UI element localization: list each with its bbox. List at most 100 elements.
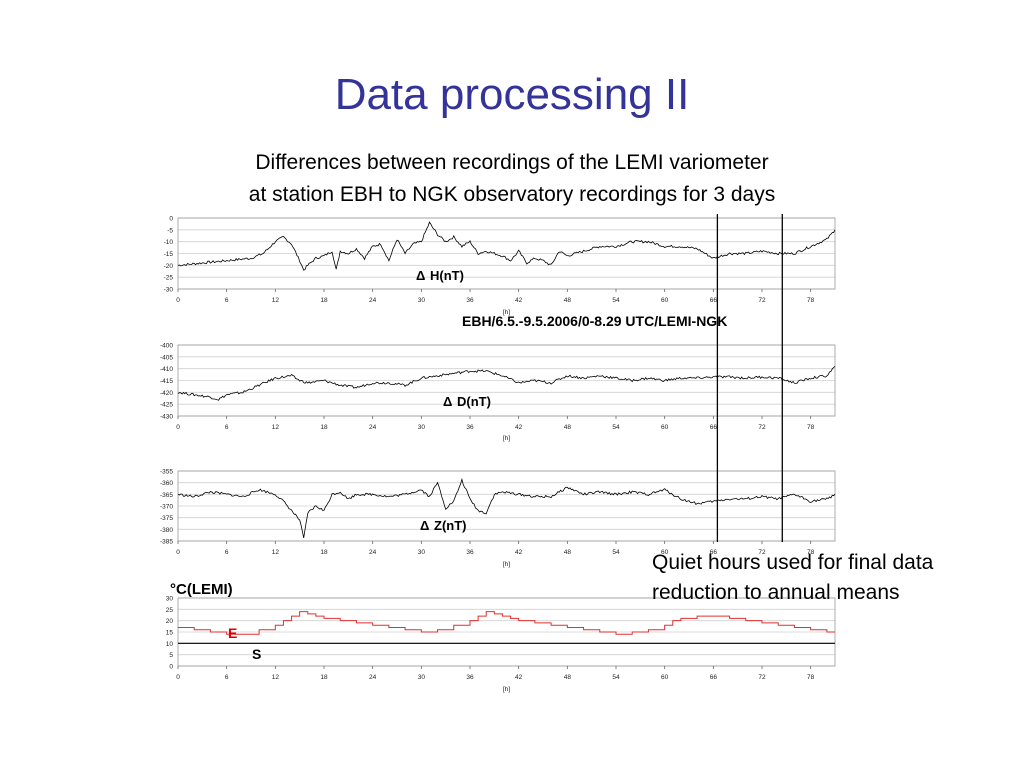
x-tick-label-3-6: 36 xyxy=(466,549,474,556)
x-tick-label-4-9: 54 xyxy=(612,674,620,681)
x-tick-label-3-10: 60 xyxy=(661,549,669,556)
y-tick-label-3-3: -370 xyxy=(160,504,173,511)
x-tick-label-1-6: 36 xyxy=(466,297,474,304)
y-tick-label-1-6: -30 xyxy=(164,287,174,294)
x-tick-label-2-7: 42 xyxy=(515,424,523,431)
x-tick-label-2-6: 36 xyxy=(466,424,474,431)
x-tick-label-4-1: 6 xyxy=(225,674,229,681)
station-info: EBH/6.5.-9.5.2006/0-8.29 UTC/LEMI-NGK xyxy=(462,313,727,329)
series-label-E: E xyxy=(228,625,237,641)
y-tick-label-4-3: 15 xyxy=(166,630,174,637)
y-tick-label-1-3: -15 xyxy=(164,251,174,258)
x-tick-label-4-5: 30 xyxy=(418,674,426,681)
x-axis-label-2: [h] xyxy=(503,435,510,442)
x-tick-label-2-9: 54 xyxy=(612,424,620,431)
x-tick-label-1-2: 12 xyxy=(272,297,280,304)
x-tick-label-2-11: 66 xyxy=(710,424,718,431)
x-tick-label-3-12: 72 xyxy=(758,549,766,556)
series-line-3 xyxy=(177,477,836,538)
x-tick-label-3-7: 42 xyxy=(515,549,523,556)
x-tick-label-2-4: 24 xyxy=(369,424,377,431)
x-tick-label-1-12: 72 xyxy=(758,297,766,304)
x-tick-label-1-9: 54 xyxy=(612,297,620,304)
x-tick-label-1-7: 42 xyxy=(515,297,523,304)
series-line-4 xyxy=(178,611,835,635)
series-line-1 xyxy=(177,221,836,271)
delta-symbol-3: Δ xyxy=(420,518,429,533)
series-line-2 xyxy=(177,365,836,401)
plot-frame-1 xyxy=(177,217,836,290)
x-tick-label-2-12: 72 xyxy=(758,424,766,431)
x-tick-label-3-0: 0 xyxy=(176,549,180,556)
x-axis-label-4: [h] xyxy=(503,686,510,693)
y-tick-label-2-3: -415 xyxy=(160,378,173,385)
x-tick-label-2-1: 6 xyxy=(225,424,229,431)
y-tick-label-2-4: -420 xyxy=(160,390,173,397)
series-label-S: S xyxy=(252,646,261,662)
x-tick-label-1-11: 66 xyxy=(710,297,718,304)
y-tick-label-3-5: -380 xyxy=(160,527,173,534)
y-tick-label-2-0: -400 xyxy=(160,343,173,350)
x-tick-label-4-13: 78 xyxy=(807,674,815,681)
slide-title: Data processing II xyxy=(334,70,690,119)
x-tick-label-1-8: 48 xyxy=(564,297,572,304)
y-tick-label-1-4: -20 xyxy=(164,263,174,270)
quiet-hours-line-2: reduction to annual means xyxy=(652,581,900,604)
x-tick-label-2-0: 0 xyxy=(176,424,180,431)
x-tick-label-3-2: 12 xyxy=(272,549,280,556)
y-tick-label-3-2: -365 xyxy=(160,492,173,499)
y-tick-label-4-5: 5 xyxy=(169,652,173,659)
x-tick-label-2-10: 60 xyxy=(661,424,669,431)
y-tick-label-1-0: 0 xyxy=(169,216,173,223)
delta-symbol-2: Δ xyxy=(443,394,452,409)
subtitle-line-1: Differences between recordings of the LE… xyxy=(255,151,769,174)
x-tick-label-4-12: 72 xyxy=(758,674,766,681)
x-tick-label-1-10: 60 xyxy=(661,297,669,304)
x-tick-label-4-0: 0 xyxy=(176,674,180,681)
delta-symbol-1: Δ xyxy=(416,268,425,283)
x-tick-label-1-4: 24 xyxy=(369,297,377,304)
x-tick-label-3-4: 24 xyxy=(369,549,377,556)
x-tick-label-3-8: 48 xyxy=(564,549,572,556)
y-tick-label-4-0: 30 xyxy=(166,596,174,603)
component-label-3: Z(nT) xyxy=(434,518,466,533)
y-tick-label-3-0: -355 xyxy=(160,469,173,476)
x-tick-label-2-5: 30 xyxy=(418,424,426,431)
x-tick-label-3-13: 78 xyxy=(807,549,815,556)
plot-frame-3 xyxy=(177,470,836,542)
x-tick-label-1-5: 30 xyxy=(418,297,426,304)
y-tick-label-4-4: 10 xyxy=(166,641,174,648)
x-tick-label-4-3: 18 xyxy=(320,674,328,681)
y-tick-label-1-1: -5 xyxy=(167,227,173,234)
x-tick-label-2-8: 48 xyxy=(564,424,572,431)
x-tick-label-1-3: 18 xyxy=(320,297,328,304)
component-label-1: H(nT) xyxy=(430,268,464,283)
x-tick-label-2-3: 18 xyxy=(320,424,328,431)
x-axis-label-3: [h] xyxy=(503,561,510,568)
x-tick-label-3-3: 18 xyxy=(320,549,328,556)
x-tick-label-2-13: 78 xyxy=(807,424,815,431)
x-tick-label-4-11: 66 xyxy=(710,674,718,681)
y-tick-label-2-1: -405 xyxy=(160,354,173,361)
y-tick-label-1-5: -25 xyxy=(164,275,174,282)
x-tick-label-3-1: 6 xyxy=(225,549,229,556)
y-tick-label-3-4: -375 xyxy=(160,515,173,522)
quiet-hours-note: Quiet hours used for final data reductio… xyxy=(652,548,933,608)
y-tick-label-2-5: -425 xyxy=(160,402,173,409)
x-tick-label-4-4: 24 xyxy=(369,674,377,681)
x-tick-label-4-2: 12 xyxy=(272,674,280,681)
x-tick-label-4-8: 48 xyxy=(564,674,572,681)
quiet-hours-line-1: Quiet hours used for final data xyxy=(652,551,934,574)
x-tick-label-4-10: 60 xyxy=(661,674,669,681)
x-tick-label-3-9: 54 xyxy=(612,549,620,556)
x-tick-label-1-13: 78 xyxy=(807,297,815,304)
y-tick-label-2-6: -430 xyxy=(160,414,173,421)
y-tick-label-2-2: -410 xyxy=(160,366,173,373)
x-tick-label-2-2: 12 xyxy=(272,424,280,431)
component-label-2: D(nT) xyxy=(457,394,491,409)
y-tick-label-4-1: 25 xyxy=(166,607,174,614)
x-axis-label-1: [h] xyxy=(503,309,510,316)
x-tick-label-4-7: 42 xyxy=(515,674,523,681)
x-tick-label-1-0: 0 xyxy=(176,297,180,304)
